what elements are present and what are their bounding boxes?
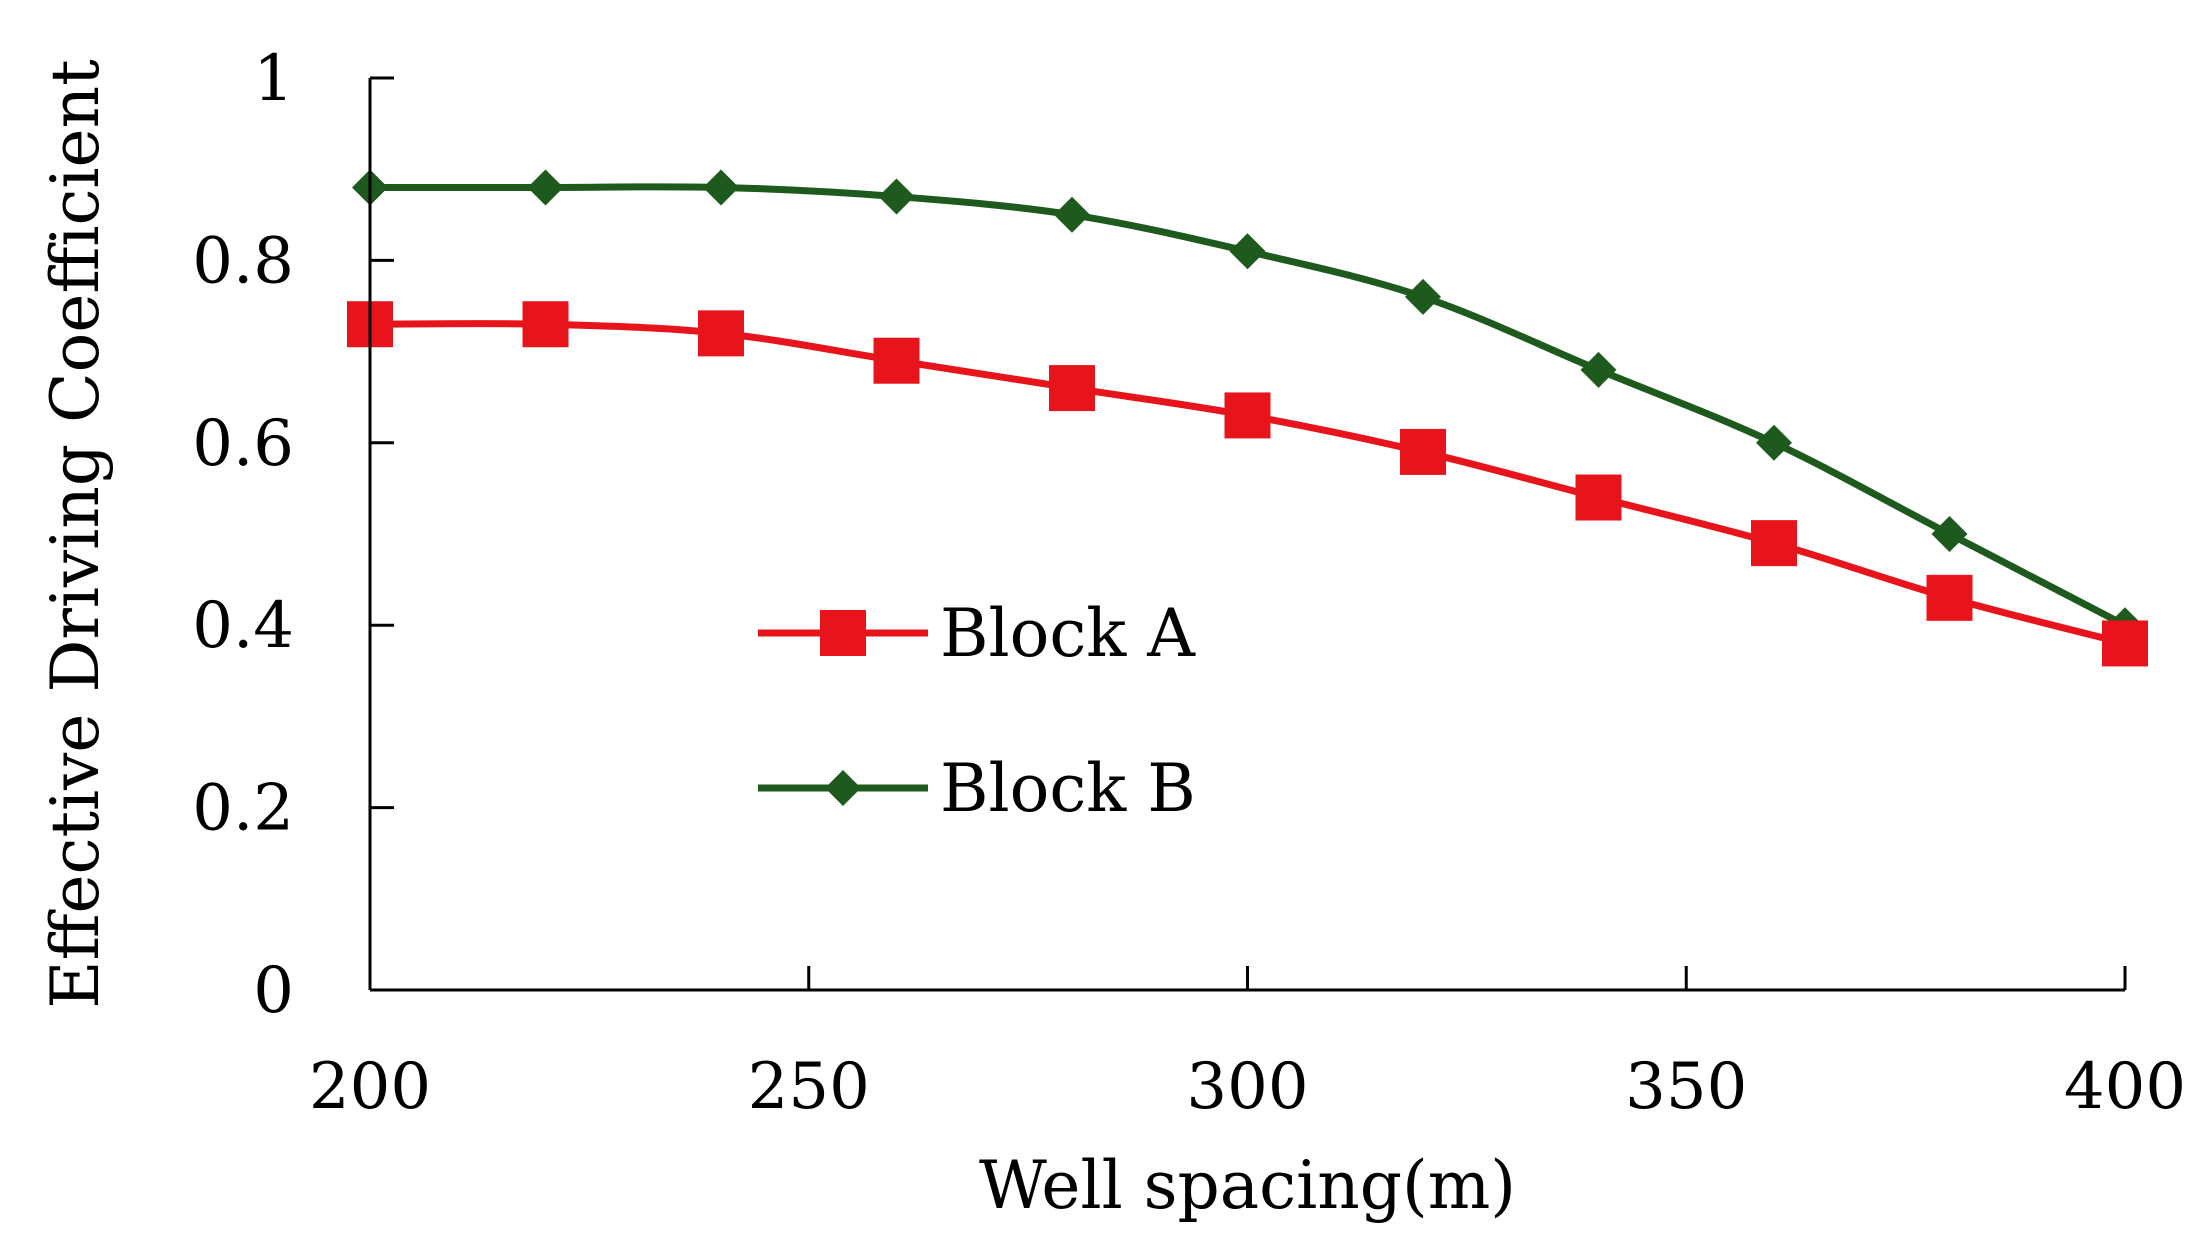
y-axis-title: Effective Driving Coefficient (37, 59, 114, 1008)
data-point-block-b (527, 169, 564, 206)
data-point-block-a (873, 337, 920, 384)
legend-marker-block-a (820, 610, 866, 656)
series-block-a (347, 301, 2148, 667)
y-tick-label: 0.4 (192, 589, 294, 663)
data-point-block-a (2102, 620, 2148, 667)
y-tick-label: 0.8 (192, 224, 294, 298)
data-point-block-a (1751, 520, 1797, 567)
data-point-block-b (703, 169, 739, 206)
y-tick-label: 1 (253, 42, 294, 116)
data-point-block-b (878, 178, 915, 215)
x-axis-title: Well spacing(m) (979, 1147, 1516, 1224)
data-point-block-a (1049, 365, 1095, 412)
legend-marker-block-b (825, 770, 861, 806)
y-tick-label: 0 (253, 954, 294, 1028)
data-point-block-b (1054, 196, 1090, 233)
x-axis-ticks: 200 250 300 350 400 (309, 966, 2186, 1124)
series-block-b (352, 169, 2143, 644)
data-point-block-a (1575, 474, 1622, 521)
data-point-block-a (1926, 574, 1973, 621)
data-point-block-b (1405, 278, 1441, 315)
x-tick-label: 300 (1186, 1050, 1308, 1124)
legend-label-block-b: Block B (940, 750, 1196, 827)
data-point-block-b (1931, 516, 1968, 552)
data-point-block-b (1580, 351, 1617, 388)
legend-label-block-a: Block A (940, 595, 1196, 672)
data-point-block-a (522, 301, 569, 348)
y-axis-ticks: 0 0.2 0.4 0.6 0.8 1 (192, 42, 394, 1028)
x-tick-label: 350 (1625, 1050, 1747, 1124)
x-tick-label: 400 (2064, 1050, 2186, 1124)
data-point-block-b (1229, 233, 1266, 270)
series-layer (347, 169, 2148, 667)
data-point-block-b (1756, 424, 1792, 461)
data-point-block-a (1400, 428, 1446, 475)
y-tick-label: 0.2 (192, 772, 294, 846)
legend: Block A Block B (758, 595, 1196, 827)
x-tick-label: 200 (309, 1050, 431, 1124)
data-point-block-a (698, 310, 744, 357)
x-tick-label: 250 (748, 1050, 870, 1124)
y-tick-label: 0.6 (192, 407, 294, 481)
data-point-block-a (1224, 392, 1271, 439)
